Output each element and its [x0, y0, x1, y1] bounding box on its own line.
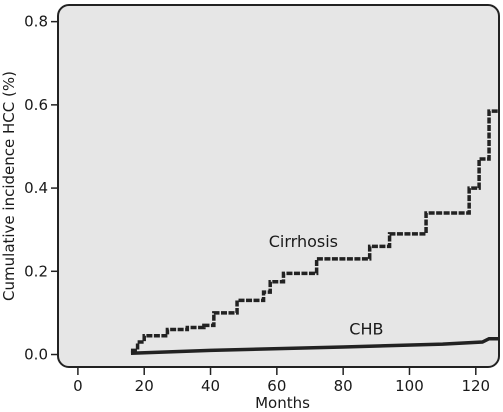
y-axis-label: Cumulative incidence HCC (%) [0, 71, 18, 301]
x-axis-label: Months [255, 394, 310, 412]
y-axis: 0.0 0.2 0.4 0.6 0.8 [24, 13, 58, 364]
series-cirrhosis-line [130, 109, 499, 353]
x-tick-label: 60 [267, 377, 286, 395]
series-labels: Cirrhosis CHB [269, 232, 384, 338]
y-tick-label: 0.0 [24, 346, 48, 364]
y-tick-label: 0.8 [24, 13, 48, 31]
x-axis: 0 20 40 60 80 100 120 [73, 367, 490, 395]
series-label: Cirrhosis [269, 232, 338, 251]
x-tick-label: 20 [135, 377, 154, 395]
x-tick-label: 40 [201, 377, 220, 395]
y-tick-label: 0.2 [24, 262, 48, 280]
series-label: CHB [349, 320, 383, 339]
x-tick-label: 120 [461, 377, 490, 395]
plot-area [57, 4, 500, 368]
series-chb-line [130, 336, 499, 356]
series-layer [130, 109, 499, 356]
x-tick-label: 100 [395, 377, 424, 395]
y-tick-label: 0.6 [24, 96, 48, 114]
y-tick-label: 0.4 [24, 179, 48, 197]
x-tick-label: 80 [334, 377, 353, 395]
x-tick-label: 0 [73, 377, 83, 395]
